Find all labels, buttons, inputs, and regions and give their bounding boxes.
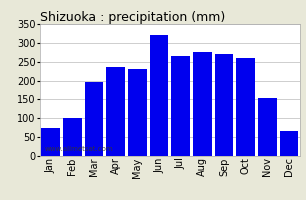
- Bar: [280, 131, 298, 156]
- Bar: [106, 67, 125, 156]
- Bar: [215, 54, 233, 156]
- Text: www.allmetsat.com: www.allmetsat.com: [45, 146, 114, 152]
- Bar: [237, 58, 255, 156]
- Bar: [63, 118, 81, 156]
- Bar: [150, 35, 168, 156]
- Bar: [85, 82, 103, 156]
- Bar: [41, 128, 60, 156]
- Bar: [128, 69, 147, 156]
- Bar: [171, 56, 190, 156]
- Bar: [258, 98, 277, 156]
- Bar: [193, 52, 211, 156]
- Text: Shizuoka : precipitation (mm): Shizuoka : precipitation (mm): [40, 11, 225, 24]
